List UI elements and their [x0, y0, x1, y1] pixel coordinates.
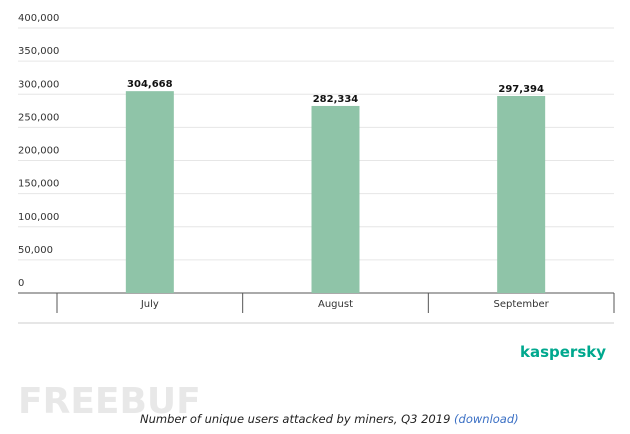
y-tick-label: 400,000 — [18, 13, 59, 24]
bar — [497, 95, 546, 294]
bar — [311, 105, 360, 293]
bar — [125, 91, 174, 294]
value-label: 297,394 — [498, 84, 544, 95]
download-link[interactable]: (download) — [454, 412, 519, 426]
caption-text: Number of unique users attacked by miner… — [140, 412, 450, 426]
x-tick-label: July — [140, 299, 159, 310]
y-tick-label: 250,000 — [18, 112, 59, 123]
brand-logo: kaspersky — [520, 343, 606, 361]
y-tick-label: 50,000 — [18, 245, 53, 256]
watermark: FREEBUF — [18, 381, 201, 422]
x-tick-label: August — [318, 299, 353, 310]
y-tick-label: 0 — [18, 278, 24, 289]
y-tick-label: 350,000 — [18, 46, 59, 57]
caption: Number of unique users attacked by miner… — [140, 412, 519, 426]
value-label: 282,334 — [313, 94, 359, 105]
y-tick-label: 200,000 — [18, 146, 59, 157]
y-tick-label: 100,000 — [18, 212, 59, 223]
value-label: 304,668 — [127, 79, 173, 90]
x-tick-label: September — [494, 299, 550, 310]
y-tick-label: 150,000 — [18, 179, 59, 190]
y-tick-label: 300,000 — [18, 79, 59, 90]
